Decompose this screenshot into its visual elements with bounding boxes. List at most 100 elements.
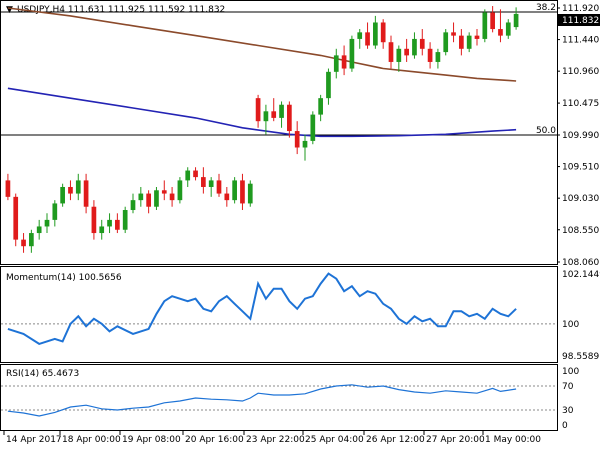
- candle: [201, 167, 206, 194]
- candle: [388, 35, 394, 69]
- candle: [161, 180, 167, 201]
- x-tick-label: 1 May 00:00: [485, 435, 541, 445]
- momentum-y-tick-label: 98.5589: [562, 352, 599, 362]
- candle: [310, 111, 316, 145]
- x-tick-label: 27 Apr 20:00: [426, 435, 485, 445]
- y-tick-label: 110.475: [562, 99, 599, 109]
- candle: [83, 173, 89, 214]
- candle: [404, 38, 409, 62]
- candle: [318, 94, 323, 122]
- candle: [419, 29, 425, 56]
- candle: [326, 68, 331, 105]
- candle: [349, 35, 355, 72]
- candle: [29, 229, 34, 253]
- candle: [482, 9, 488, 43]
- y-tick-label: 108.550: [562, 226, 599, 236]
- candle: [302, 134, 308, 161]
- candle: [240, 173, 245, 211]
- fibonacci-levels: 38.2 50.0: [1, 3, 557, 136]
- candle: [365, 22, 370, 49]
- rsi-line: [7, 384, 517, 417]
- candle: [13, 193, 19, 247]
- candle: [451, 22, 456, 43]
- candle: [357, 29, 363, 49]
- fib-level-label: 38.2: [536, 3, 556, 13]
- time-axis: 14 Apr 2017 18 Apr 00:00 19 Apr 08:00 20 Ap…: [3, 431, 541, 445]
- candle: [380, 19, 386, 49]
- candle: [52, 200, 58, 227]
- main-panel-title-arrow[interactable]: ▼: [6, 5, 13, 15]
- candle: [154, 186, 159, 211]
- candle: [513, 7, 519, 30]
- rsi-title: RSI(14) 65.4673: [6, 369, 79, 379]
- candle: [474, 29, 480, 46]
- candle: [68, 180, 73, 201]
- candle: [122, 206, 128, 234]
- candle: [185, 167, 191, 187]
- candle: [75, 173, 81, 201]
- main-panel-title: USDJPY,H4 111.631 111.925 111.592 111.83…: [17, 5, 225, 15]
- candle: [5, 173, 11, 201]
- x-tick-label: 18 Apr 00:00: [62, 435, 121, 445]
- candle: [208, 177, 214, 197]
- candle: [169, 186, 175, 207]
- candle: [435, 48, 441, 69]
- candle: [99, 219, 105, 240]
- candle: [373, 15, 378, 49]
- candle: [466, 32, 472, 53]
- candle: [232, 177, 237, 204]
- candle: [146, 190, 151, 214]
- fib-level-label: 50.0: [536, 126, 556, 136]
- candle: [247, 180, 253, 207]
- candle: [427, 42, 433, 69]
- candle: [498, 9, 503, 43]
- candle: [459, 29, 464, 56]
- candle: [333, 48, 339, 79]
- candle: [138, 186, 144, 207]
- candle: [263, 104, 269, 135]
- candle: [271, 98, 277, 122]
- rsi-level-lines: [1, 385, 557, 411]
- rsi-y-axis: 100 70 30 0: [562, 367, 579, 431]
- y-tick-label: 110.960: [562, 67, 599, 77]
- candle: [115, 213, 120, 234]
- momentum-line: [7, 272, 517, 345]
- candle: [505, 19, 511, 39]
- candlestick-series: [5, 6, 519, 253]
- momentum-y-tick-label: 100: [562, 320, 579, 330]
- candle: [36, 219, 42, 240]
- y-tick-label: 109.510: [562, 163, 599, 173]
- candle: [193, 167, 198, 181]
- candle: [287, 101, 292, 138]
- candle: [341, 45, 347, 76]
- main-y-axis: 111.920 111.440 110.960 110.475 109.990 109.5…: [557, 4, 599, 268]
- candle: [177, 177, 183, 204]
- momentum-y-tick-label: 102.1449: [562, 270, 600, 280]
- candle: [443, 29, 449, 56]
- candle: [396, 45, 402, 72]
- x-tick-label: 23 Apr 22:00: [246, 435, 305, 445]
- candle: [216, 173, 222, 197]
- rsi-y-tick-label: 70: [562, 382, 574, 392]
- momentum-y-axis: 102.1449 100 98.5589: [562, 270, 600, 362]
- x-tick-label: 25 Apr 04:00: [305, 435, 364, 445]
- candle: [412, 32, 417, 59]
- candle: [21, 233, 26, 253]
- candle: [255, 94, 261, 128]
- y-tick-label: 109.990: [562, 131, 599, 141]
- y-tick-label: 109.030: [562, 194, 599, 204]
- candle: [91, 200, 97, 240]
- candle: [224, 186, 230, 207]
- x-tick-label: 19 Apr 08:00: [122, 435, 181, 445]
- y-tick-label: 111.440: [562, 36, 599, 46]
- momentum-title: Momentum(14) 100.5656: [6, 273, 122, 283]
- current-price-label: 111.832: [562, 16, 599, 26]
- candle: [490, 6, 495, 33]
- rsi-y-tick-label: 30: [562, 406, 574, 416]
- rsi-y-tick-label: 100: [562, 367, 579, 377]
- candle: [279, 101, 284, 128]
- candle: [130, 193, 136, 214]
- rsi-panel: [0, 364, 558, 431]
- y-tick-label: 111.920: [562, 4, 599, 14]
